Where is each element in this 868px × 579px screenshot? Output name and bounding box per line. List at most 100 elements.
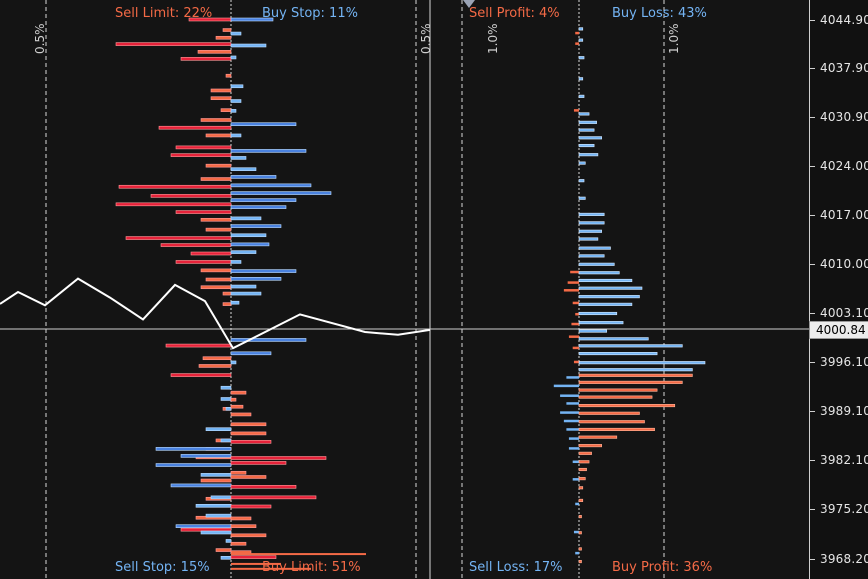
- current-price-badge: 4000.84: [809, 321, 868, 339]
- position-buy-profit-bar: [578, 411, 640, 415]
- sell-limit-bar: [205, 227, 232, 232]
- position-buy-loss-bar: [578, 368, 693, 372]
- position-buy-loss-bar: [578, 136, 602, 140]
- position-sell-bar: [572, 301, 579, 305]
- price-tick-mark: [810, 313, 815, 314]
- position-sell-bar: [573, 360, 579, 364]
- sell-limit-bar: [215, 548, 232, 552]
- position-sell-bar: [560, 394, 579, 397]
- sell-limit-bar: [160, 243, 232, 247]
- sell-stop-bar: [220, 555, 232, 560]
- buy-stop-bar: [230, 175, 277, 179]
- position-buy-loss-bar: [578, 286, 643, 290]
- sell-limit-bar: [210, 96, 232, 101]
- position-buy-loss-bar: [578, 344, 683, 348]
- buy-limit-bar: [230, 422, 267, 427]
- sell-stop-bar: [180, 454, 232, 458]
- buy-limit-label: Buy Limit: 51%: [262, 560, 361, 575]
- pct-guide-label: 1.0%: [486, 23, 500, 55]
- sell-stop-bar: [205, 513, 232, 518]
- position-buy-profit-bar: [578, 531, 582, 535]
- position-buy-profit-bar: [578, 467, 587, 472]
- sell-stop-bar: [205, 427, 232, 431]
- position-buy-profit-bar: [578, 498, 584, 502]
- sell-limit-bar: [190, 251, 232, 256]
- position-sell-bar: [568, 335, 579, 338]
- buy-stop-bar: [230, 99, 242, 103]
- price-tick-label: 3989.10: [820, 404, 868, 418]
- position-sell-bar: [575, 42, 579, 45]
- position-sell-bar: [568, 447, 579, 450]
- buy-limit-bar: [230, 461, 287, 465]
- buy-stop-bar: [230, 242, 270, 247]
- sell-stop-bar: [155, 447, 232, 451]
- position-sell-bar: [566, 376, 579, 379]
- sell-stop-bar: [220, 438, 232, 443]
- position-buy-profit-bar: [578, 451, 592, 455]
- price-tick-mark: [810, 264, 815, 265]
- position-buy-profit-bar: [578, 435, 618, 439]
- sell-limit-bar: [197, 50, 232, 54]
- sell-limit-bar: [115, 42, 232, 46]
- position-sell-bar: [566, 402, 579, 405]
- sell-limit-bar: [222, 291, 232, 296]
- buy-stop-bar: [230, 216, 262, 221]
- price-axis[interactable]: 4044.90 4037.90 4030.90 4024.00 4017.00 4010.…: [809, 0, 868, 579]
- buy-stop-bar: [230, 233, 267, 238]
- buy-stop-bar: [230, 109, 237, 113]
- buy-stop-bar: [230, 167, 257, 171]
- position-sell-bar: [575, 551, 579, 555]
- pct-guide-label: 0.5%: [33, 23, 47, 55]
- sell-limit-bar: [125, 236, 232, 240]
- sell-limit-bar: [165, 343, 232, 348]
- sell-stop-bar: [200, 530, 232, 535]
- sell-limit-bar: [210, 88, 232, 93]
- buy-stop-bar: [230, 17, 274, 22]
- buy-stop-bar: [230, 291, 262, 296]
- price-tick-label: 4044.90: [820, 13, 868, 27]
- buy-limit-bar: [230, 533, 267, 538]
- buy-limit-bar: [230, 495, 317, 500]
- buy-limit-bar: [230, 456, 327, 460]
- position-sell-bar: [572, 460, 579, 464]
- sell-limit-bar: [170, 153, 232, 157]
- buy-stop-bar: [230, 269, 297, 273]
- buy-limit-bar: [230, 524, 257, 528]
- position-buy-profit-bar: [578, 486, 584, 490]
- position-buy-loss-bar: [578, 153, 599, 157]
- sell-stop-bar: [195, 503, 232, 508]
- buy-stop-bar: [230, 122, 297, 127]
- position-sell-bar: [553, 384, 579, 388]
- sell-limit-bar: [225, 73, 232, 78]
- position-buy-loss-bar: [578, 38, 584, 42]
- position-sell-bar: [573, 530, 579, 534]
- price-tick-label: 4024.00: [820, 159, 868, 173]
- buy-stop-bar: [230, 224, 282, 228]
- sell-stop-bar: [210, 495, 232, 500]
- price-tick-mark: [810, 166, 815, 167]
- sell-stop-bar: [220, 385, 232, 390]
- position-buy-profit-bar: [578, 444, 602, 448]
- position-buy-profit-bar: [578, 515, 582, 519]
- position-buy-loss-bar: [578, 352, 658, 356]
- order-position-book-chart[interactable]: [0, 0, 809, 579]
- buy-limit-bar: [230, 475, 267, 479]
- buy-stop-bar: [230, 205, 287, 209]
- price-tick-mark: [810, 20, 815, 21]
- position-buy-loss-bar: [578, 311, 618, 316]
- position-buy-loss-bar: [578, 128, 595, 132]
- sell-limit-bar: [200, 268, 232, 273]
- sell-limit-bar: [200, 217, 232, 222]
- position-buy-loss-bar: [578, 56, 585, 60]
- price-tick-mark: [810, 559, 815, 560]
- buy-stop-bar: [230, 300, 240, 305]
- panel-collapse-icon[interactable]: [463, 0, 475, 8]
- price-tick-mark: [810, 411, 815, 412]
- buy-limit-bar: [230, 470, 247, 475]
- sell-limit-bar: [205, 163, 232, 168]
- position-buy-loss-bar: [578, 271, 620, 275]
- sell-limit-bar: [175, 210, 232, 214]
- position-buy-loss-bar: [578, 112, 590, 116]
- position-sell-bar: [566, 428, 579, 431]
- sell-loss-label: Sell Loss: 17%: [469, 560, 563, 575]
